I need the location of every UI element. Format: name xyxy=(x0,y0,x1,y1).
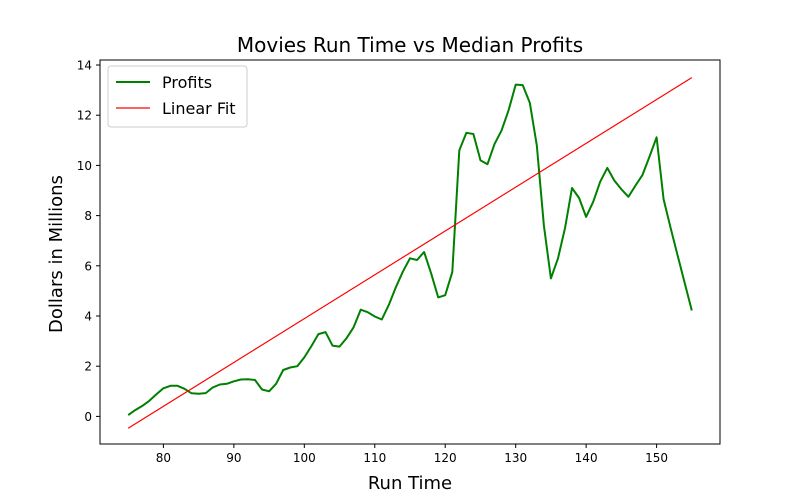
x-tick-label: 140 xyxy=(575,451,598,465)
y-tick-label: 10 xyxy=(77,159,92,173)
legend-label: Profits xyxy=(162,73,212,92)
x-tick-label: 90 xyxy=(226,451,241,465)
x-tick-label: 120 xyxy=(434,451,457,465)
x-tick-label: 80 xyxy=(156,451,171,465)
y-axis-label: Dollars in Millions xyxy=(46,175,67,333)
y-axis-ticks: 0 2 4 6 8 10 12 14 xyxy=(77,59,100,424)
y-tick-label: 14 xyxy=(77,59,92,73)
y-tick-label: 0 xyxy=(84,410,92,424)
y-tick-label: 4 xyxy=(84,310,92,324)
legend-label: Linear Fit xyxy=(162,99,236,118)
series-line-profits xyxy=(127,83,693,416)
legend: Profits Linear Fit xyxy=(107,65,248,128)
y-tick-label: 2 xyxy=(84,360,92,374)
x-tick-label: 130 xyxy=(504,451,527,465)
chart-title: Movies Run Time vs Median Profits xyxy=(237,33,583,57)
series-line-linear-fit xyxy=(127,77,693,429)
plot-area xyxy=(127,77,693,429)
y-tick-label: 12 xyxy=(77,109,92,123)
x-tick-label: 150 xyxy=(645,451,668,465)
y-tick-label: 8 xyxy=(84,209,92,223)
axes-frame xyxy=(99,59,721,445)
x-tick-label: 110 xyxy=(363,451,386,465)
x-axis-ticks: 80 90 100 110 120 130 140 150 xyxy=(156,444,668,465)
y-tick-label: 6 xyxy=(84,259,92,273)
x-tick-label: 100 xyxy=(293,451,316,465)
x-axis-label: Run Time xyxy=(368,473,452,494)
